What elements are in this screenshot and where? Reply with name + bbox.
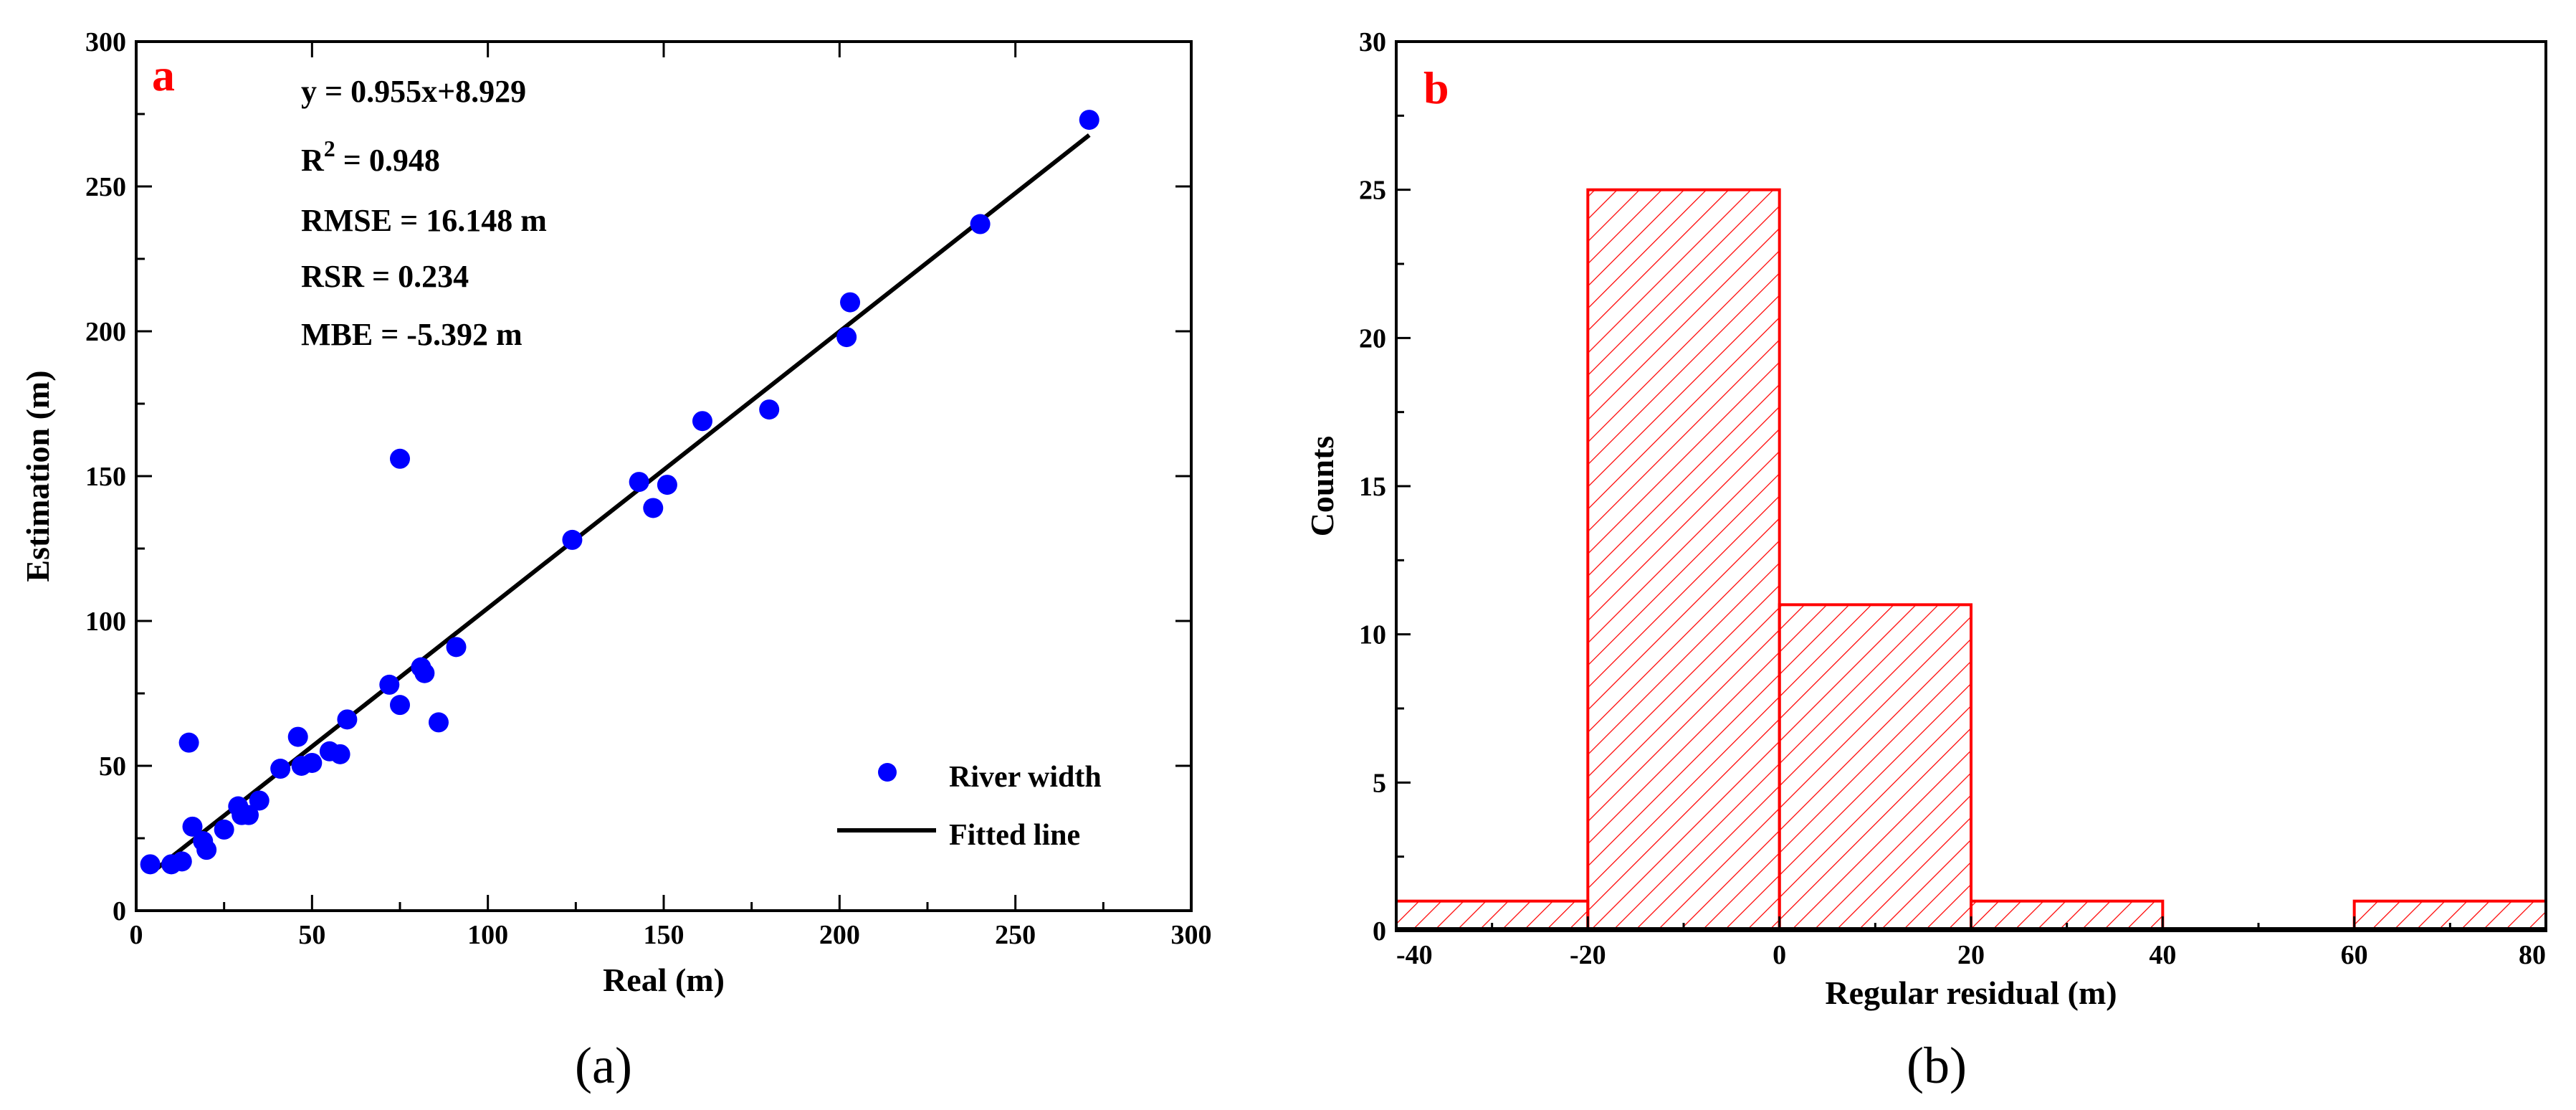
data-point [239,805,259,825]
data-point [196,840,217,860]
legend-label-fitted-line: Fitted line [949,819,1080,852]
rmse: RMSE = 16.148 m [301,203,547,238]
panel-label-a: a [152,49,175,100]
mbe: MBE = -5.392 m [301,317,523,352]
data-point [249,790,269,811]
y-tick-label: 30 [1359,27,1386,57]
x-tick-label: -40 [1396,940,1433,970]
x-tick-label: 0 [1773,940,1786,970]
r-squared: R2 = 0.948 [301,136,440,178]
x-tick-label: 100 [467,920,508,950]
data-point [390,448,410,469]
data-point [428,712,449,733]
data-point [414,663,435,683]
x-tick-label: 0 [130,920,143,950]
y-tick-label: 200 [85,317,126,347]
y-tick-label: 20 [1359,323,1386,354]
y-tick-label: 300 [85,27,126,57]
rsr: RSR = 0.234 [301,259,469,294]
data-point [214,819,234,840]
data-point [330,744,350,764]
legend-label-river-width: River width [949,761,1102,794]
x-tick-label: 200 [819,920,860,950]
legend-marker-river-width [878,763,897,782]
histogram-bar [1586,188,1781,933]
data-point [178,732,199,753]
y-tick-label: 0 [1373,916,1386,947]
axis-ticks [135,40,1193,912]
histogram-bar [1778,603,1973,932]
axis-ticks [1395,40,2547,932]
data-point [171,851,192,872]
histogram-panel: -40 -20 0 20 40 60 80 0 5 10 15 20 25 30 b Regular re… [1304,27,2548,1011]
y-tick-label: 150 [85,462,126,492]
data-point [643,498,664,518]
fitted-line-layer [156,133,1091,871]
data-point [379,674,400,695]
r-squared-prefix: R [301,143,325,178]
x-axis-title: Regular residual (m) [1825,974,2117,1011]
y-tick-label: 0 [113,896,126,926]
data-point [970,214,991,234]
r-squared-sup: 2 [324,136,335,161]
data-point [302,752,323,773]
x-tick-label: 50 [298,920,325,950]
scatter-points-layer [140,110,1099,875]
y-tick-label: 100 [85,607,126,637]
x-tick-label: 40 [2149,940,2176,970]
r-squared-value: = 0.948 [335,143,440,178]
data-point [337,709,358,730]
data-point [840,292,861,313]
y-tick-label: 10 [1359,620,1386,650]
legend: River width Fitted line [837,761,1102,852]
histogram-bars-layer [1395,188,2548,933]
x-tick-label: 300 [1171,920,1212,950]
caption-b: (b) [1907,1037,1967,1094]
x-tick-label: 60 [2341,940,2368,970]
data-point [287,726,308,747]
data-point [759,399,780,420]
caption-a: (a) [575,1037,632,1094]
fitted-line [156,133,1091,871]
x-tick-label: -20 [1570,940,1606,970]
data-point [182,816,203,837]
y-tick-label: 5 [1373,768,1386,798]
y-axis-title: Counts [1304,436,1340,537]
tick-labels: 0 50 100 150 200 250 300 0 50 100 150 200 250 300 [85,27,1212,950]
data-point [1079,110,1099,131]
scatter-chart-panel: 0 50 100 150 200 250 300 0 50 100 150 200 250 300 a y… [19,27,1212,998]
y-tick-label: 50 [99,751,126,782]
data-point [562,529,583,550]
x-tick-label: 250 [995,920,1036,950]
stats-block: y = 0.955x+8.929 R2 = 0.948 RMSE = 16.14… [301,74,547,352]
y-tick-label: 25 [1359,176,1386,206]
x-tick-label: 150 [644,920,684,950]
y-tick-label: 250 [85,172,126,202]
data-point [657,475,677,495]
regression-equation: y = 0.955x+8.929 [301,74,526,109]
data-point [692,411,712,432]
data-point [140,854,161,875]
x-tick-label: 20 [1957,940,1985,970]
tick-labels: -40 -20 0 20 40 60 80 0 5 10 15 20 25 30 [1359,27,2546,970]
y-axis-title: Estimation (m) [19,370,56,582]
data-point [270,759,291,779]
data-point [629,472,649,493]
x-axis-title: Real (m) [603,962,725,998]
y-tick-label: 15 [1359,472,1386,502]
panel-label-b: b [1423,62,1449,113]
data-point [390,695,410,716]
x-tick-label: 80 [2519,940,2546,970]
data-point [446,637,467,658]
data-point [836,327,857,348]
